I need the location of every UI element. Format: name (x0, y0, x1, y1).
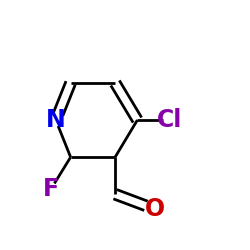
Text: Cl: Cl (157, 108, 182, 132)
Text: N: N (46, 108, 66, 132)
Text: F: F (43, 177, 59, 201)
Text: O: O (144, 197, 165, 221)
